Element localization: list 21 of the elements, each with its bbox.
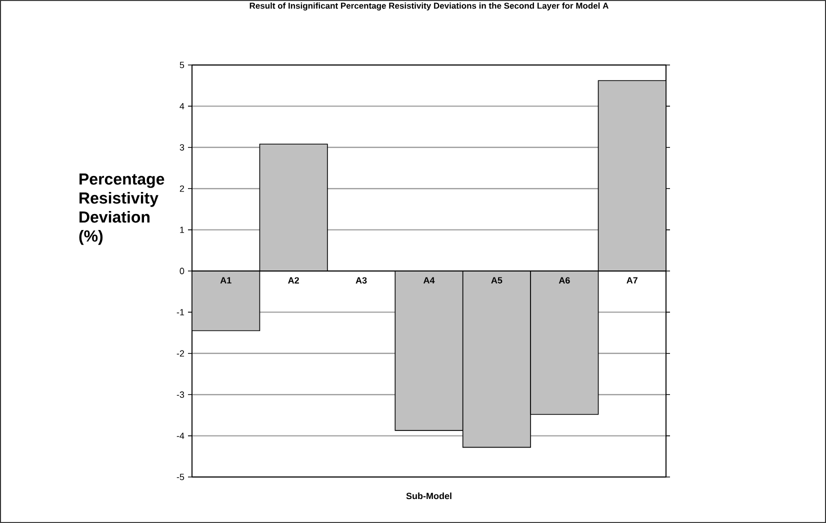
y-tick-label: 3 (180, 144, 184, 151)
x-tick-label: A3 (356, 277, 367, 284)
y-tick-label: -3 (176, 391, 184, 398)
y-tick-label: -1 (176, 309, 184, 316)
y-tick-label: 1 (180, 226, 184, 233)
x-tick-label: A1 (220, 277, 232, 284)
chart-title: Result of Insignificant Percentage Resistivity Deviations in the Second Layer for Model A (250, 2, 608, 10)
y-tick-label: -2 (176, 350, 184, 357)
x-tick-label: A4 (423, 277, 435, 284)
y-tick-label: 2 (180, 185, 184, 192)
x-tick-label: A5 (491, 277, 502, 284)
y-tick-label: 5 (180, 62, 184, 68)
x-tick-label: A7 (626, 277, 638, 284)
x-tick-label: A2 (288, 277, 299, 284)
y-tick-label: 4 (180, 103, 184, 110)
x-axis-title: Sub-Model (406, 492, 452, 500)
y-tick-label: 0 (180, 268, 184, 274)
y-tick-label: -5 (176, 474, 184, 480)
y-axis-title: Percentage Resistivity Deviation (%) (79, 174, 164, 245)
x-tick-label: A6 (558, 277, 570, 284)
y-tick-label: -4 (176, 432, 184, 439)
